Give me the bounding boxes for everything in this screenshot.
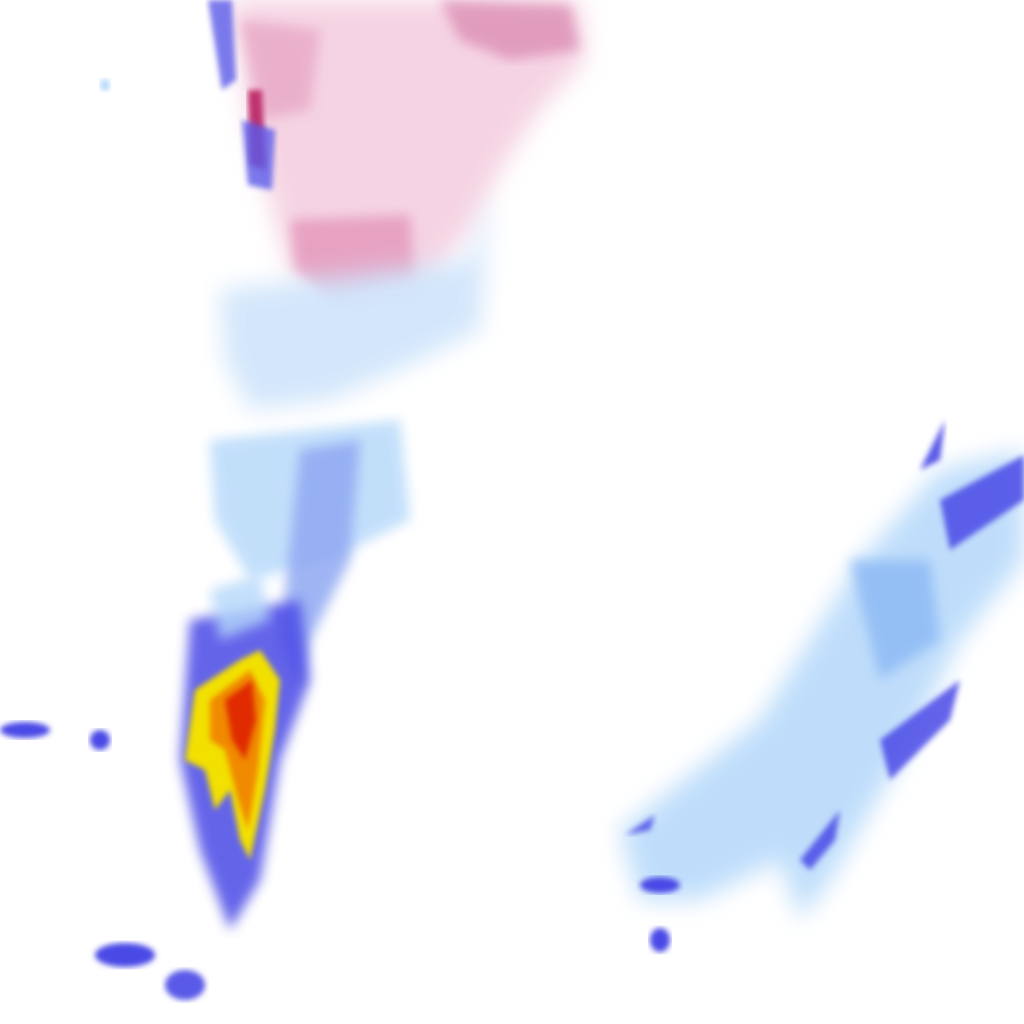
heavy-rain-cell [185,650,280,860]
rain-region-southeast [620,420,1024,952]
snow-region-north [230,0,585,300]
rain-region-north-edge [208,0,275,190]
rain-fragments-west [0,79,205,1000]
